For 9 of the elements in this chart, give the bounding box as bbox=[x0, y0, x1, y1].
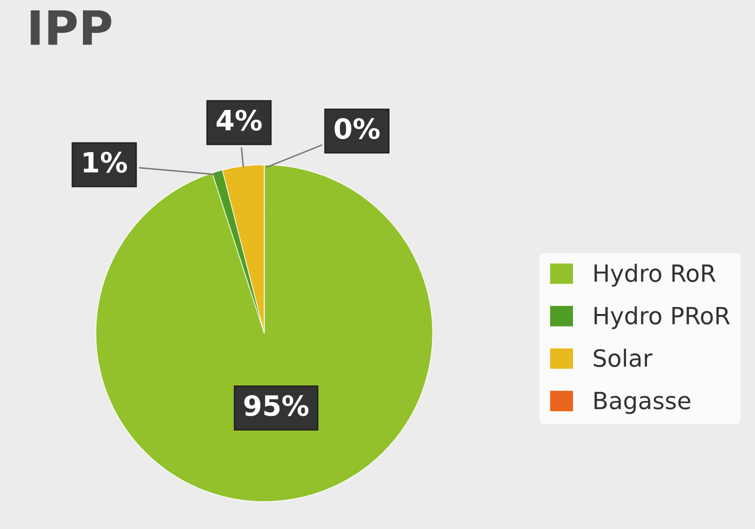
data-label: 4% bbox=[216, 110, 262, 131]
legend-label: Solar bbox=[594, 348, 652, 367]
chart-title: IPP bbox=[30, 10, 112, 45]
data-label: 95% bbox=[244, 395, 308, 416]
legend-label: Bagasse bbox=[594, 392, 690, 414]
text: 0% bbox=[334, 118, 380, 140]
legend-label: Hydro PRoR bbox=[594, 306, 730, 330]
legend-label: Hydro RoR bbox=[594, 264, 716, 287]
data-label: 1% bbox=[84, 152, 127, 173]
